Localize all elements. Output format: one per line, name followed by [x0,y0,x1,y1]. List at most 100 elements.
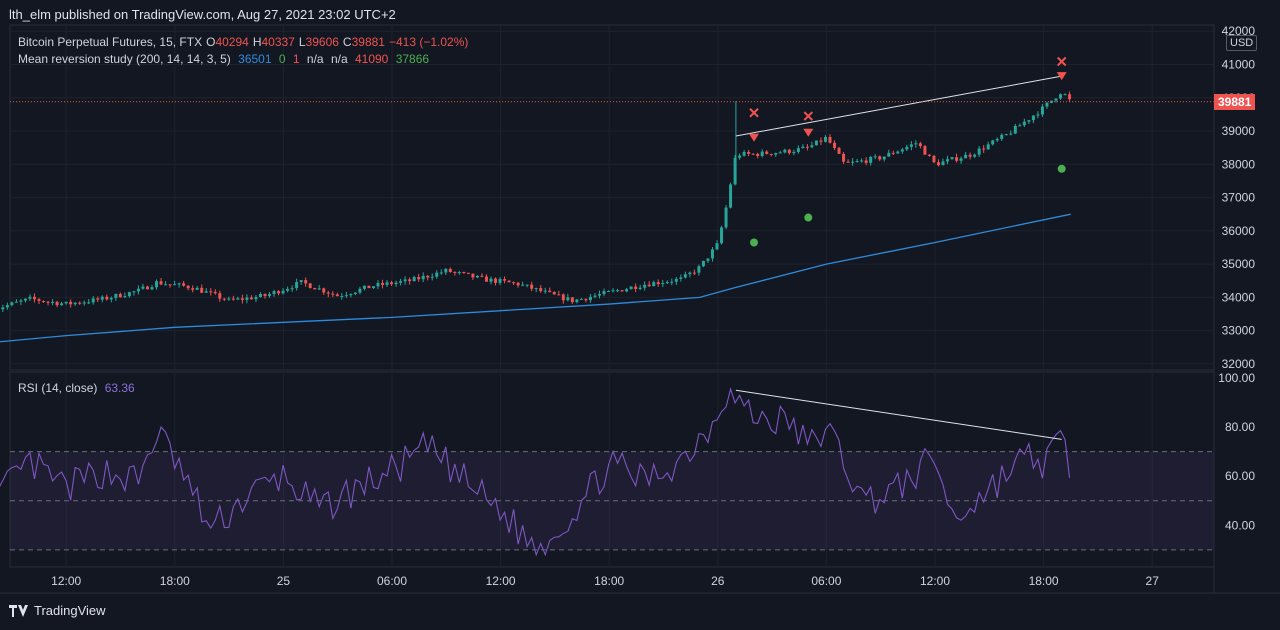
price-tick-label: 35000 [1222,257,1256,271]
candle-body [37,299,41,301]
candle-body [114,293,118,298]
candle-body [390,282,394,285]
mean-reversion-line [0,213,1071,343]
candle-body [263,294,267,297]
sell-triangle-marker [1056,72,1067,81]
candle-body [851,161,855,163]
rsi-tick-label: 40.00 [1225,518,1255,532]
candle-body [837,147,841,154]
candle-body [986,144,990,150]
candle-body [620,290,624,292]
candle-body [602,291,606,295]
candle-body [213,291,217,294]
candle-body [91,298,95,303]
candle-body [991,140,995,145]
candle-body [222,298,226,300]
candle-body [394,282,398,285]
candle-body [498,279,502,283]
candle-body [412,277,416,282]
candle-body [132,291,136,293]
study-value-1: 36501 [238,52,272,66]
rsi-band [10,451,1214,551]
candle-body [42,300,46,302]
footer-brand[interactable]: TradingView [9,603,106,618]
candle-body [950,157,954,160]
study-value-5: n/a [330,52,348,66]
candle-body [814,140,818,146]
candle-body [281,290,285,294]
symbol-name: Bitcoin Perpetual Futures, 15, FTX [18,35,203,49]
candle-body [710,249,714,259]
candle-body [73,302,77,305]
candle-body [96,298,100,300]
candle-body [751,153,755,155]
rsi-name: RSI (14, close) [18,381,98,395]
price-tick-label: 33000 [1222,324,1256,338]
time-tick-label: 18:00 [594,574,624,588]
candle-body [1054,98,1058,101]
candle-body [670,281,674,283]
candle-body [118,293,122,298]
candle-body [629,286,633,290]
candle-body [358,288,362,293]
price-tick-label: 38000 [1222,157,1256,171]
candle-body [340,296,344,298]
candle-body [701,260,705,267]
axes: 4200041000400003900038000370003600035000… [51,24,1255,593]
rsi-trendline-segment [735,389,1062,440]
candle-body [548,290,552,292]
candle-body [227,298,231,300]
sell-x-marker [803,111,814,121]
candle-body [313,288,317,290]
candle-body [738,155,742,158]
price-tick-label: 42000 [1222,24,1256,38]
candle-body [507,280,511,283]
candle-body [792,151,796,154]
candle-body [932,155,936,163]
buy-dot-marker [1057,164,1066,173]
candle-body [964,154,968,159]
candle-body [729,184,733,208]
grid-lines [0,24,1280,594]
candle-body [512,282,516,284]
rsi-trendline [735,389,1062,440]
candle-body [55,301,59,306]
rsi-value: 63.36 [104,381,135,395]
candle-body [692,272,696,274]
candle-body [769,153,773,155]
study-name: Mean reversion study (200, 14, 14, 3, 5) [18,52,231,66]
candle-body [14,301,18,303]
low-label: L [298,35,306,49]
candle-body [597,294,601,296]
candle-body [634,286,638,289]
rsi-line-path [0,387,1071,557]
candle-body [873,156,877,158]
candle-body [141,286,145,289]
candle-body [277,291,281,294]
candle-body [543,290,547,292]
candle-body [525,284,529,286]
candle-body [484,276,488,282]
candle-body [218,293,222,299]
rsi-tick-label: 100.00 [1218,371,1255,385]
candle-body [399,281,403,283]
candle-body [995,138,999,141]
candle-body [688,272,692,275]
price-tick-label: 39000 [1222,124,1256,138]
candle-body [982,148,986,150]
candle-body [362,285,366,289]
candle-body [1063,94,1067,96]
candle-body [787,149,791,154]
time-tick-label: 12:00 [486,574,516,588]
candle-body [742,151,746,156]
candle-body [579,298,583,300]
currency-label[interactable]: USD [1226,35,1258,51]
candle-body [1036,114,1040,116]
high-label: H [252,35,262,49]
signal-markers [749,56,1067,247]
price-tick-label: 37000 [1222,191,1256,205]
time-tick-label: 18:00 [160,574,190,588]
candle-body [471,273,475,278]
candle-body [466,272,470,274]
